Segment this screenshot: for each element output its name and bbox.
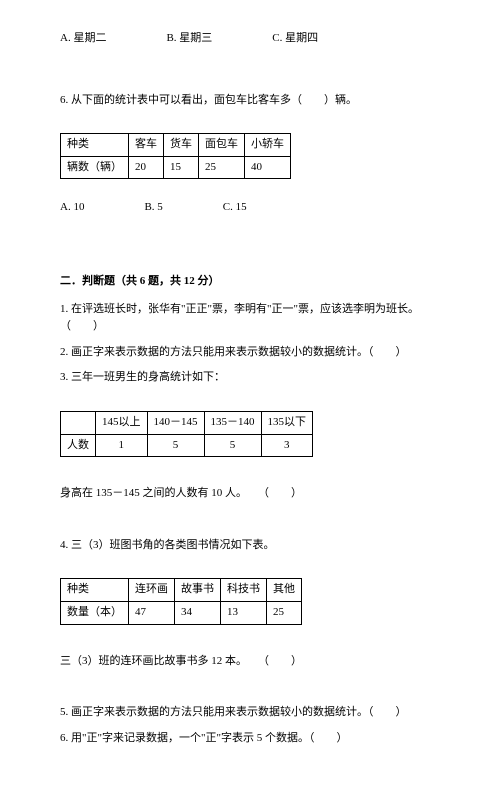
q6-option-c: C. 15 [223,199,247,217]
q6-h1: 客车 [129,134,164,157]
q5-option-b: B. 星期三 [166,30,212,48]
q6-r2: 15 [164,156,199,179]
s2-q2: 2. 画正字来表示数据的方法只能用来表示数据较小的数据统计。（ ） [60,344,450,362]
table-row: 种类 客车 货车 面包车 小轿车 [61,134,291,157]
q3-r4: 3 [261,434,313,457]
q3-h2: 140－145 [147,411,204,434]
q6-h3: 面包车 [199,134,245,157]
q6-r1: 20 [129,156,164,179]
q4-r2: 34 [175,601,221,624]
q4-h2: 故事书 [175,579,221,602]
q3-r1: 1 [96,434,148,457]
q3-h4: 135以下 [261,411,313,434]
q6-h2: 货车 [164,134,199,157]
q4-r1: 47 [129,601,175,624]
q4-r0: 数量（本） [61,601,129,624]
q6-table: 种类 客车 货车 面包车 小轿车 辆数（辆） 20 15 25 40 [60,133,291,179]
q4-h3: 科技书 [221,579,267,602]
q6-h4: 小轿车 [245,134,291,157]
table-row: 数量（本） 47 34 13 25 [61,601,302,624]
table-row: 145以上 140－145 135－140 135以下 [61,411,313,434]
q6-r4: 40 [245,156,291,179]
q4-h1: 连环画 [129,579,175,602]
q6-r0: 辆数（辆） [61,156,129,179]
table-row: 人数 1 5 5 3 [61,434,313,457]
q4-h4: 其他 [267,579,302,602]
q3-r2: 5 [147,434,204,457]
s2-q3-text: 3. 三年一班男生的身高统计如下： [60,369,450,387]
q5-option-a: A. 星期二 [60,30,106,48]
s2-q3-after: 身高在 135－145 之间的人数有 10 人。 （ ） [60,485,450,503]
q4-r3: 13 [221,601,267,624]
q4-r4: 25 [267,601,302,624]
table-row: 种类 连环画 故事书 科技书 其他 [61,579,302,602]
section2-title: 二．判断题（共 6 题，共 12 分） [60,273,450,291]
s2-q4-table: 种类 连环画 故事书 科技书 其他 数量（本） 47 34 13 25 [60,578,302,624]
q6-option-a: A. 10 [60,199,84,217]
q6-options-row: A. 10 B. 5 C. 15 [60,199,450,217]
q3-h0 [61,411,96,434]
q5-options-row: A. 星期二 B. 星期三 C. 星期四 [60,30,450,48]
page-container: A. 星期二 B. 星期三 C. 星期四 6. 从下面的统计表中可以看出，面包车… [0,0,500,785]
q3-r3: 5 [204,434,261,457]
q6-h0: 种类 [61,134,129,157]
q6-option-b: B. 5 [144,199,162,217]
table-row: 辆数（辆） 20 15 25 40 [61,156,291,179]
s2-q6: 6. 用"正"字来记录数据，一个"正"字表示 5 个数据。（ ） [60,730,450,748]
s2-q4-text: 4. 三（3）班图书角的各类图书情况如下表。 [60,537,450,555]
q5-option-c: C. 星期四 [272,30,318,48]
q4-h0: 种类 [61,579,129,602]
q6-text: 6. 从下面的统计表中可以看出，面包车比客车多（ ）辆。 [60,92,450,110]
s2-q3-table: 145以上 140－145 135－140 135以下 人数 1 5 5 3 [60,411,313,457]
s2-q4-after: 三（3）班的连环画比故事书多 12 本。 （ ） [60,653,450,671]
q3-r0: 人数 [61,434,96,457]
s2-q1: 1. 在评选班长时，张华有"正正"票，李明有"正一"票，应该选李明为班长。 （ … [60,301,450,336]
q3-h1: 145以上 [96,411,148,434]
q6-r3: 25 [199,156,245,179]
q3-h3: 135－140 [204,411,261,434]
